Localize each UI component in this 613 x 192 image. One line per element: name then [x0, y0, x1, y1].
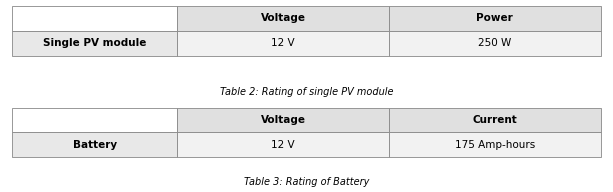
Bar — [12, 31, 177, 56]
Text: Table 3: Rating of Battery: Table 3: Rating of Battery — [244, 177, 369, 187]
Bar — [12, 108, 177, 132]
Text: Power: Power — [476, 13, 513, 23]
Bar — [177, 31, 389, 56]
Text: 12 V: 12 V — [271, 140, 295, 150]
Text: Table 2: Rating of single PV module: Table 2: Rating of single PV module — [219, 87, 394, 97]
Text: Battery: Battery — [72, 140, 116, 150]
Text: Voltage: Voltage — [261, 115, 305, 125]
Text: 12 V: 12 V — [271, 38, 295, 48]
Bar — [389, 6, 601, 31]
Bar — [177, 6, 389, 31]
Text: 175 Amp-hours: 175 Amp-hours — [455, 140, 535, 150]
Bar — [389, 31, 601, 56]
Bar — [12, 132, 177, 157]
Text: 250 W: 250 W — [478, 38, 511, 48]
Bar — [12, 6, 177, 31]
Bar — [389, 132, 601, 157]
Bar — [389, 108, 601, 132]
Bar — [177, 132, 389, 157]
Text: Single PV module: Single PV module — [43, 38, 147, 48]
Text: Voltage: Voltage — [261, 13, 305, 23]
Bar — [177, 108, 389, 132]
Text: Current: Current — [473, 115, 517, 125]
